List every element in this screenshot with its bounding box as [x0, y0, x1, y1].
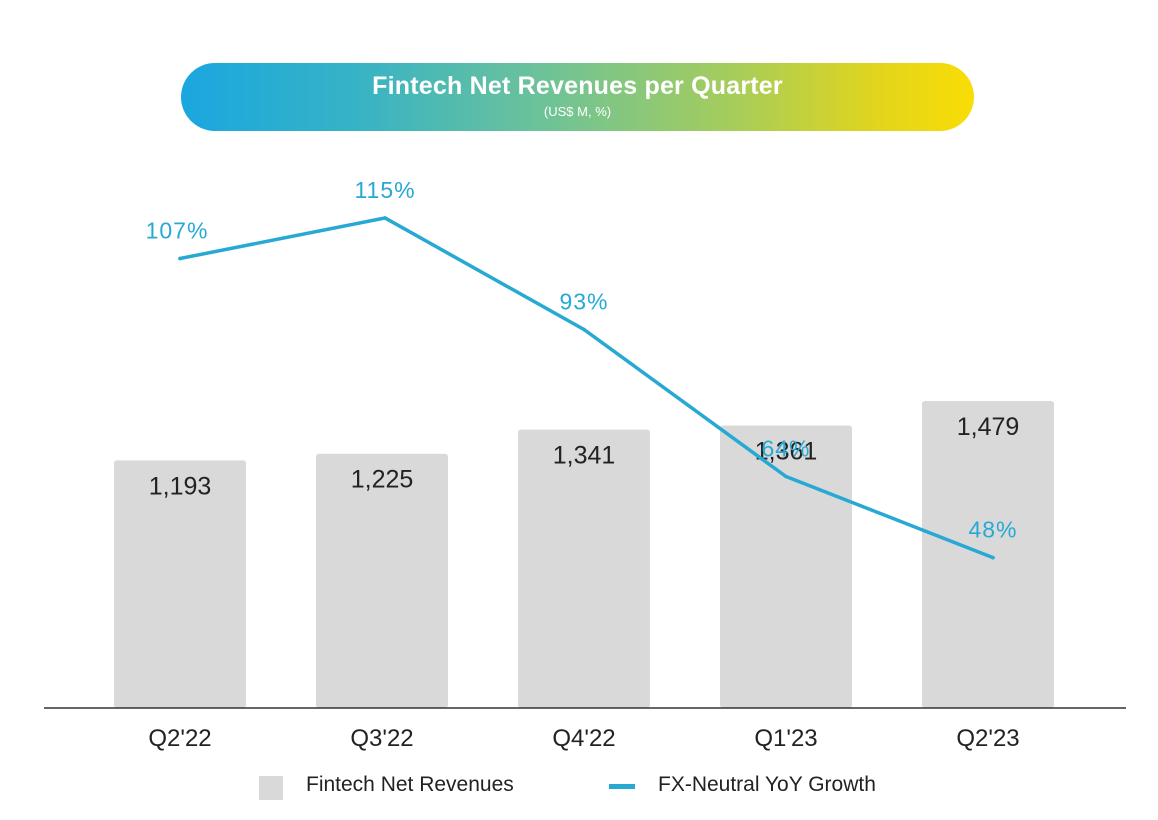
x-tick-label: Q1'23 — [754, 725, 817, 752]
growth-point-1 — [383, 216, 387, 220]
x-tick-label: Q4'22 — [552, 725, 615, 752]
chart-title-banner: Fintech Net Revenues per Quarter (US$ M,… — [181, 63, 974, 131]
x-tick-label: Q2'23 — [956, 725, 1019, 752]
x-tick-label: Q2'22 — [148, 725, 211, 752]
chart-title: Fintech Net Revenues per Quarter — [372, 72, 783, 100]
chart-legend: Fintech Net Revenues FX-Neutral YoY Grow… — [0, 770, 1158, 802]
bar-1 — [316, 453, 448, 708]
growth-point-3 — [784, 474, 788, 479]
growth-point-2 — [582, 327, 586, 332]
growth-value-label: 107% — [146, 218, 209, 244]
growth-point-0 — [178, 256, 182, 261]
growth-point-4 — [991, 555, 995, 560]
growth-value-label: 115% — [354, 177, 415, 203]
bar-value-label: 1,225 — [351, 466, 414, 494]
growth-value-label: 64% — [761, 436, 810, 462]
legend-swatch-revenues — [259, 776, 283, 800]
x-tick-label: Q3'22 — [350, 725, 413, 752]
bar-3 — [720, 425, 852, 708]
chart-subtitle: (US$ M, %) — [543, 104, 612, 119]
bar-2 — [518, 429, 650, 708]
bar-value-label: 1,341 — [553, 442, 616, 470]
legend-label-growth: FX-Neutral YoY Growth — [658, 773, 876, 796]
bar-value-label: 1,193 — [149, 472, 212, 500]
growth-value-label: 48% — [968, 517, 1017, 543]
bar-value-label: 1,479 — [957, 413, 1020, 441]
legend-swatch-growth — [609, 784, 635, 789]
bar-0 — [114, 460, 246, 708]
legend-label-revenues: Fintech Net Revenues — [306, 773, 514, 796]
revenue-growth-chart: 1,193Q2'221,225Q3'221,341Q4'221,361Q1'23… — [44, 177, 1126, 752]
growth-value-label: 93% — [559, 288, 608, 314]
